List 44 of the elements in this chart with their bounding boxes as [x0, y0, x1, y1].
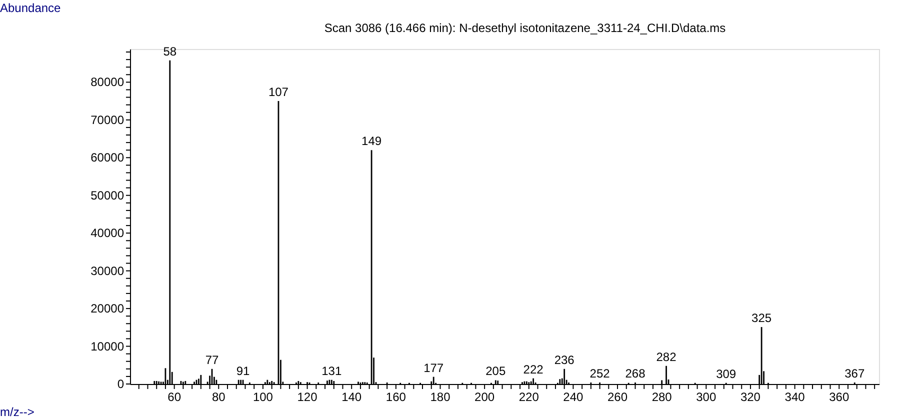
x-tick-label: 260 [608, 390, 628, 404]
annotation: 268 [625, 366, 646, 380]
annotation: 282 [656, 350, 677, 364]
annotation: 309 [716, 366, 736, 381]
annotation: 58 [163, 44, 177, 58]
y-tick-label: 10000 [90, 339, 124, 354]
x-tick-label: 280 [652, 390, 672, 404]
x-tick-label: 240 [563, 390, 584, 404]
annotation: 325 [752, 311, 772, 326]
x-tick-label: 60 [168, 390, 182, 404]
y-tick-label: 70000 [90, 112, 124, 127]
annotation: 252 [590, 366, 610, 380]
x-tick-label: 140 [342, 390, 362, 404]
y-tick-label: 20000 [90, 302, 124, 316]
annotation: 222 [523, 362, 544, 376]
x-tick-label: 120 [297, 390, 318, 404]
y-tick-label: 80000 [90, 75, 124, 90]
x-axis-title: m/z--> [0, 405, 34, 419]
y-tick-label: 0 [117, 377, 124, 391]
annotation: 77 [205, 352, 219, 367]
x-tick-label: 300 [696, 390, 716, 404]
y-tick-label: 30000 [90, 264, 124, 278]
x-tick-label: 340 [784, 390, 806, 404]
y-tick-label: 40000 [90, 226, 124, 240]
y-tick-label: 60000 [90, 150, 124, 165]
y-axis-title: Abundance [0, 1, 62, 15]
x-tick-label: 200 [474, 390, 495, 404]
x-tick-label: 320 [740, 390, 761, 404]
x-tick-label: 220 [518, 390, 540, 404]
annotation: 91 [236, 364, 250, 378]
annotation: 149 [362, 134, 382, 148]
annotation: 107 [268, 85, 289, 100]
y-tick-label: 50000 [90, 188, 124, 202]
x-tick-label: 160 [386, 390, 406, 404]
annotation: 236 [554, 352, 575, 367]
annotation: 205 [486, 364, 506, 378]
x-tick-label: 180 [430, 390, 451, 404]
annotation: 131 [322, 364, 342, 378]
x-tick-label: 100 [252, 390, 274, 404]
x-tick-label: 360 [829, 390, 850, 404]
annotation: 177 [424, 360, 444, 375]
x-tick-label: 80 [212, 390, 226, 404]
annotation: 367 [844, 366, 865, 380]
chart-title: Scan 3086 (16.466 min): N-desethyl isotonitazene_3311-24_CHI.D\data.ms [324, 21, 726, 35]
